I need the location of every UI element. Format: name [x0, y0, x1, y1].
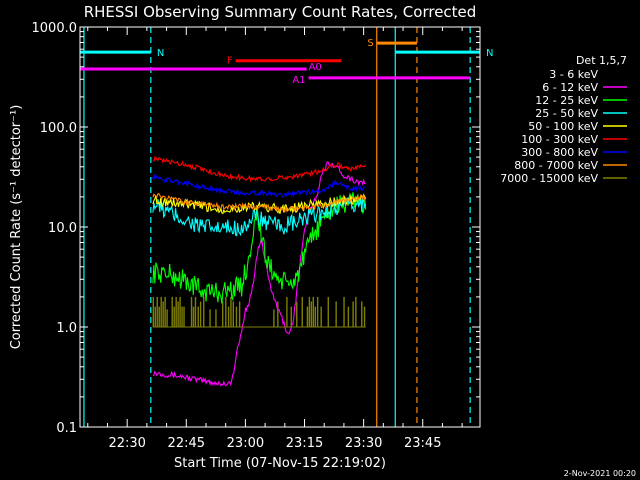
series-line-2 — [152, 192, 367, 304]
legend-detectors-label: Det 1,5,7 — [576, 54, 627, 67]
x-tick-label: 23:15 — [286, 436, 323, 451]
y-tick-label: 0.1 — [56, 421, 77, 436]
chart-title: RHESSI Observing Summary Count Rates, Co… — [84, 3, 477, 21]
legend-label-5: 100 - 300 keV — [521, 133, 598, 146]
x-axis-label: Start Time (07-Nov-15 22:19:02) — [174, 456, 386, 471]
footer-date: 2-Nov-2021 00:20 — [564, 469, 636, 478]
plot-area: N N S F A0 A1 — [80, 27, 493, 427]
legend-label-6: 300 - 800 keV — [521, 146, 598, 159]
y-tick-label: 100.0 — [40, 121, 77, 136]
y-axis-label: Corrected Count Rate (s⁻¹ detector⁻¹) — [9, 105, 24, 350]
y-tick-label: 10.0 — [48, 221, 77, 236]
x-axis: 22:30 22:45 23:00 23:15 23:30 23:45 — [87, 27, 463, 451]
x-tick-label: 22:45 — [168, 436, 205, 451]
y-tick-label: 1.0 — [56, 321, 77, 336]
y-axis: 0.1 1.0 10.0 100.0 1000.0 — [32, 21, 480, 436]
legend-label-3: 25 - 50 keV — [535, 107, 598, 120]
legend-label-8: 7000 - 15000 keV — [500, 172, 598, 185]
legend-label-7: 800 - 7000 keV — [514, 159, 598, 172]
interval-label-0: N — [157, 48, 164, 59]
x-tick-label: 22:30 — [108, 436, 145, 451]
interval-label-3: F — [227, 56, 233, 67]
legend-label-1: 6 - 12 keV — [542, 81, 598, 94]
series-line-3 — [152, 196, 367, 237]
series-line-4 — [152, 193, 367, 215]
series-line-7 — [152, 192, 367, 213]
series-line-5 — [152, 155, 367, 183]
legend-label-4: 50 - 100 keV — [528, 120, 598, 133]
interval-label-4: A0 — [309, 62, 322, 73]
series-line-0 — [152, 99, 367, 192]
series-line-6 — [152, 172, 366, 199]
legend-label-2: 12 - 25 keV — [535, 94, 598, 107]
interval-label-2: S — [367, 38, 373, 49]
interval-label-5: A1 — [292, 75, 305, 86]
x-tick-label: 23:45 — [404, 436, 441, 451]
y-tick-label: 1000.0 — [32, 21, 78, 36]
x-tick-label: 23:00 — [227, 436, 264, 451]
interval-label-1: N — [486, 48, 493, 59]
legend-label-0: 3 - 6 keV — [549, 68, 598, 81]
x-tick-label: 23:30 — [345, 436, 382, 451]
